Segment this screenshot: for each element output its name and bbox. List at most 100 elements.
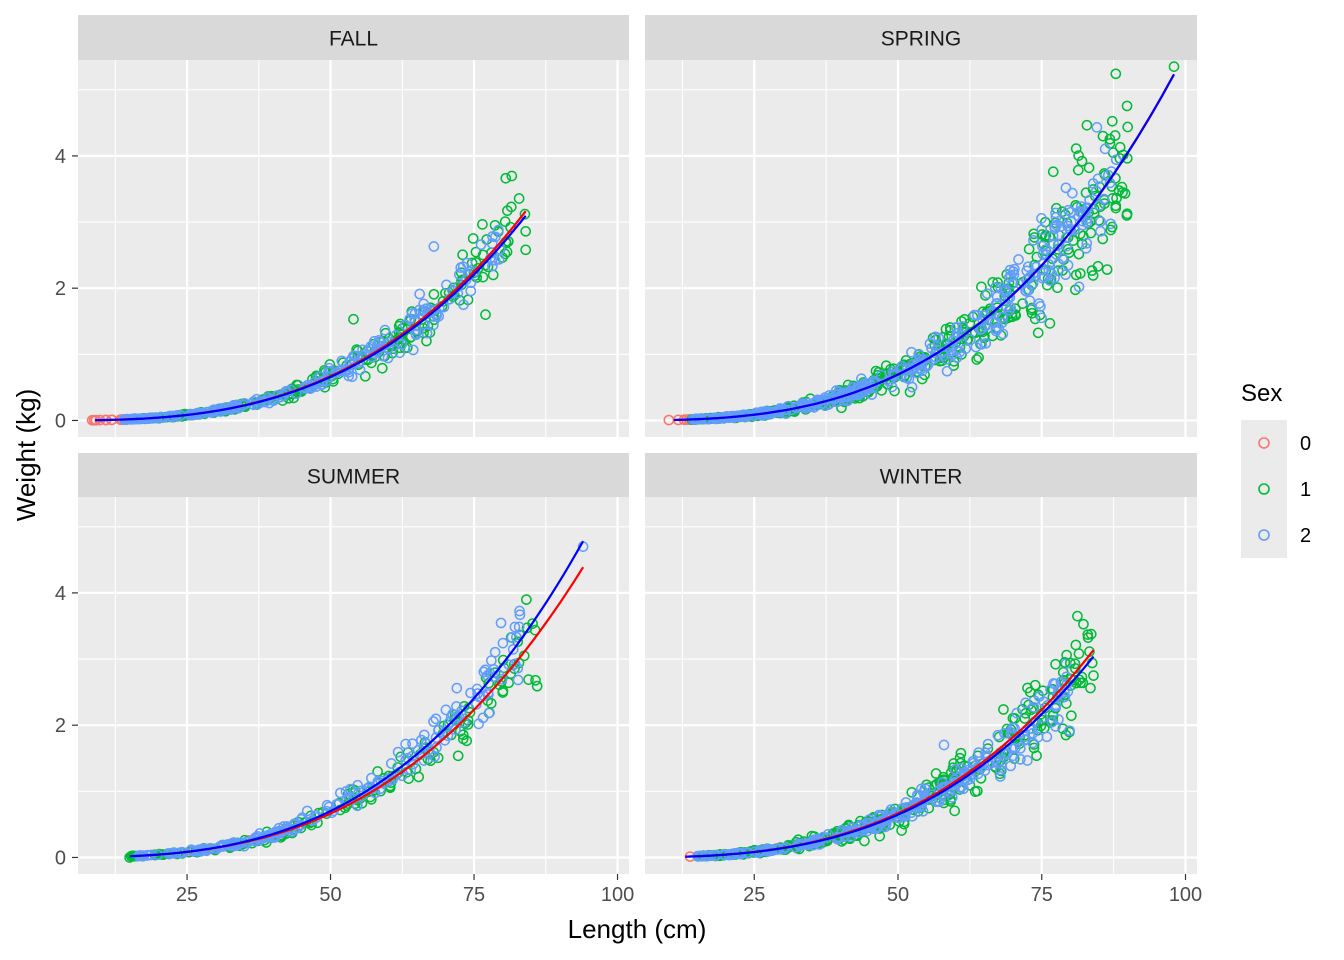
point-sex-2 — [759, 406, 771, 417]
point-sex-2 — [1110, 154, 1122, 166]
point-sex-2 — [451, 682, 463, 694]
point-sex-2 — [511, 631, 522, 643]
point-sex-2 — [951, 352, 963, 364]
point-sex-2 — [970, 341, 982, 353]
point-sex-1 — [1065, 710, 1077, 722]
point-sex-2 — [1075, 201, 1087, 212]
point-sex-1 — [461, 735, 473, 747]
point-sex-2 — [1091, 122, 1103, 133]
point-sex-2 — [938, 739, 950, 751]
point-sex-2 — [1009, 263, 1020, 275]
point-sex-1 — [1099, 198, 1110, 209]
point-sex-2 — [1007, 750, 1019, 762]
point-sex-2 — [965, 334, 976, 346]
point-sex-2 — [456, 705, 468, 717]
point-sex-2 — [453, 711, 465, 722]
point-sex-2 — [509, 658, 521, 670]
point-sex-2 — [1037, 240, 1048, 252]
point-sex-1 — [1082, 218, 1094, 229]
point-sex-2 — [951, 322, 962, 333]
point-sex-1 — [1047, 166, 1059, 178]
panels-layer: FALL SPRING SUMMER WINTER — [78, 15, 1197, 874]
point-sex-2 — [441, 279, 452, 291]
point-sex-2 — [1028, 234, 1039, 246]
point-sex-1 — [1097, 130, 1109, 142]
point-sex-2 — [1053, 714, 1064, 725]
point-sex-2 — [886, 381, 898, 393]
point-sex-2 — [992, 757, 1004, 769]
point-sex-2 — [1061, 240, 1072, 252]
facet-title-winter: WINTER — [880, 466, 963, 489]
x-tick-label: 25 — [743, 884, 765, 906]
point-sex-1 — [973, 352, 984, 363]
point-sex-1 — [880, 360, 892, 372]
point-sex-2 — [995, 764, 1006, 776]
point-sex-2 — [430, 732, 442, 743]
point-sex-2 — [949, 764, 961, 775]
point-sex-2 — [416, 734, 427, 746]
point-sex-2 — [428, 241, 440, 252]
point-sex-2 — [1047, 230, 1059, 242]
point-sex-2 — [443, 717, 455, 728]
point-sex-2 — [1013, 254, 1024, 265]
point-sex-2 — [1020, 285, 1031, 297]
point-sex-2 — [997, 328, 1009, 340]
facet-strip — [645, 15, 1197, 60]
panel-fall: FALL — [78, 15, 629, 437]
facet-strip — [78, 15, 629, 60]
y-tick-label: 4 — [55, 583, 66, 605]
point-sex-2 — [1040, 244, 1051, 255]
panel-background — [645, 497, 1197, 874]
points-fall — [86, 170, 532, 426]
panel-background — [78, 497, 629, 874]
x-tick-label: 25 — [176, 884, 198, 906]
point-sex-1 — [1070, 269, 1082, 281]
panel-winter: WINTER — [645, 453, 1197, 874]
point-sex-2 — [1050, 211, 1062, 223]
point-sex-1 — [428, 288, 440, 300]
point-sex-1 — [1104, 133, 1116, 145]
point-sex-2 — [956, 330, 968, 342]
point-sex-2 — [420, 303, 432, 315]
point-sex-2 — [485, 655, 497, 667]
point-sex-1 — [1105, 224, 1117, 236]
point-sex-2 — [430, 713, 442, 725]
point-sex-2 — [414, 288, 426, 300]
point-sex-2 — [1021, 755, 1033, 766]
point-sex-2 — [926, 342, 937, 354]
point-sex-1 — [513, 193, 525, 204]
point-sex-2 — [955, 763, 967, 774]
point-sex-2 — [930, 331, 941, 343]
point-sex-2 — [460, 274, 472, 286]
point-sex-2 — [906, 381, 918, 393]
point-sex-1 — [1087, 270, 1099, 281]
legend-key-0 — [1241, 420, 1287, 466]
point-sex-2 — [830, 385, 842, 396]
point-sex-2 — [1066, 187, 1078, 199]
point-sex-1 — [1114, 141, 1126, 153]
point-sex-2 — [1105, 218, 1117, 230]
point-sex-1 — [980, 290, 991, 301]
point-sex-2 — [1005, 727, 1017, 738]
point-sex-2 — [450, 724, 461, 735]
points-spring — [663, 61, 1180, 426]
point-sex-1 — [947, 762, 959, 774]
point-sex-2 — [455, 262, 467, 273]
point-sex-2 — [354, 364, 366, 376]
point-sex-2 — [901, 372, 912, 383]
point-sex-2 — [1007, 722, 1019, 734]
point-sex-2 — [1064, 725, 1075, 737]
point-sex-2 — [1065, 206, 1077, 218]
point-sex-2 — [469, 266, 481, 277]
point-sex-2 — [489, 646, 501, 658]
point-sex-1 — [530, 674, 541, 686]
facet-strip — [78, 453, 629, 498]
x-axis-title: Length (cm) — [568, 914, 707, 944]
point-sex-2 — [1059, 691, 1071, 703]
point-sex-2 — [404, 313, 415, 325]
point-sex-1 — [964, 318, 976, 329]
point-sex-2 — [357, 344, 368, 356]
point-sex-2 — [1043, 264, 1055, 276]
legend-label-1: 1 — [1300, 479, 1311, 501]
point-sex-1 — [351, 344, 362, 355]
